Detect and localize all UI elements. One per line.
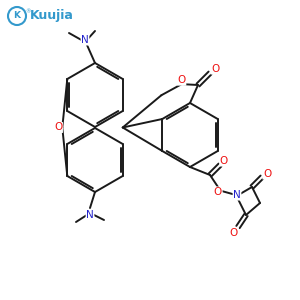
Text: O: O xyxy=(178,75,186,85)
Text: O: O xyxy=(263,169,271,179)
Text: O: O xyxy=(220,156,228,166)
Text: N: N xyxy=(233,190,241,200)
Text: ®: ® xyxy=(25,9,31,14)
Text: O: O xyxy=(54,122,62,133)
Text: O: O xyxy=(230,228,238,238)
Text: O: O xyxy=(211,64,219,74)
Text: O: O xyxy=(214,187,222,197)
Text: N: N xyxy=(86,210,94,220)
Text: Kuujia: Kuujia xyxy=(30,10,74,22)
Text: N: N xyxy=(81,35,89,45)
Text: K: K xyxy=(14,11,20,20)
